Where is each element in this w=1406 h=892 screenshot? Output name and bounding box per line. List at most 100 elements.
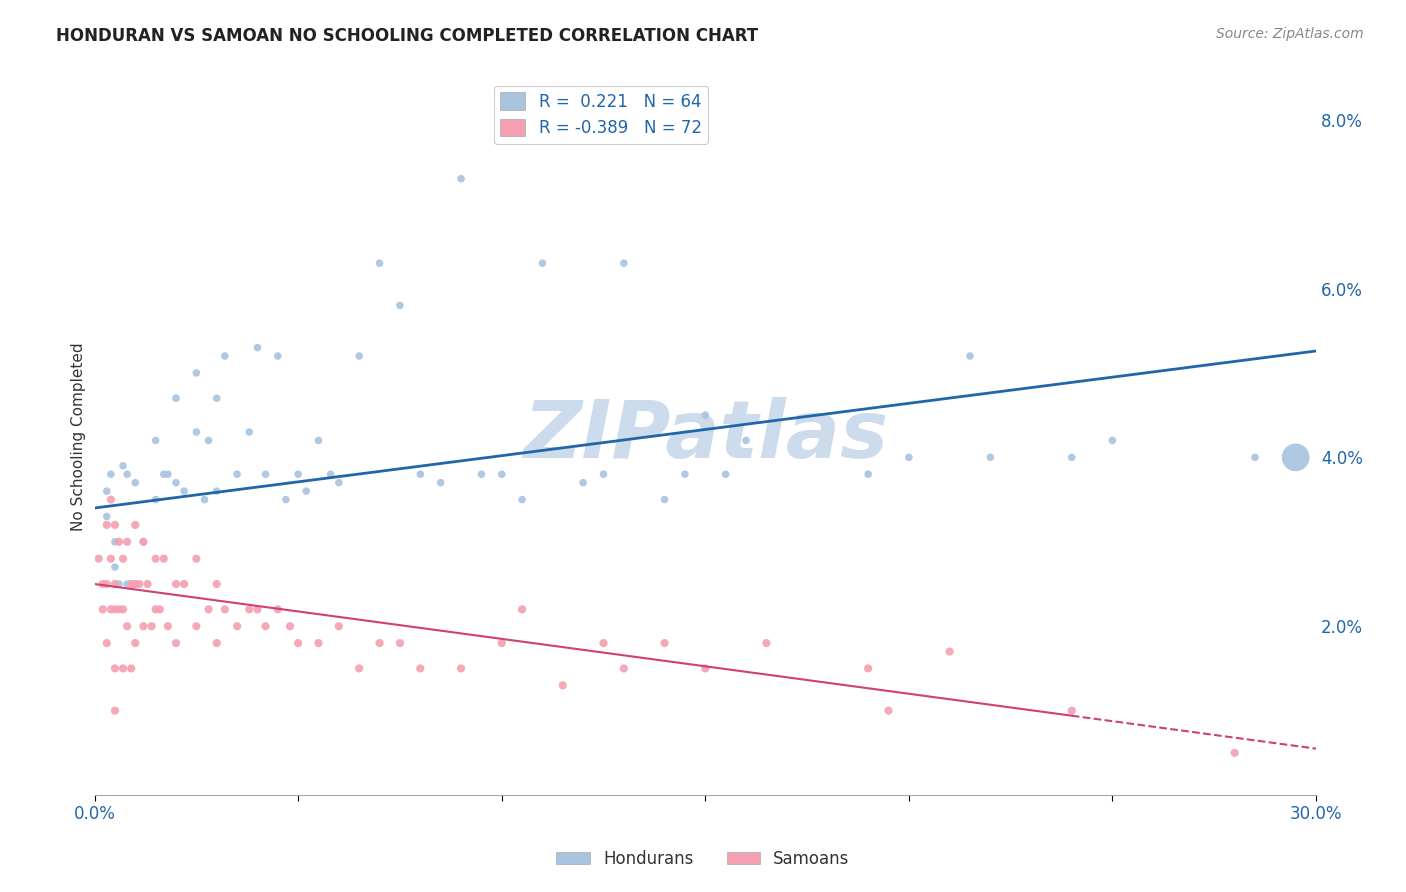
Point (104, 602, 127, 616)
Point (429, 475, 451, 490)
Point (491, 636, 513, 650)
Point (115, 534, 138, 549)
Point (124, 577, 146, 591)
Point (551, 678, 574, 692)
Text: ZIPatlas: ZIPatlas (523, 397, 887, 475)
Point (238, 425, 260, 439)
Point (132, 534, 155, 549)
Point (205, 577, 228, 591)
Point (328, 475, 350, 490)
Point (100, 492, 122, 507)
Point (145, 492, 167, 507)
Point (156, 619, 179, 633)
Point (197, 434, 219, 448)
Point (214, 602, 236, 616)
Point (96, 509, 118, 524)
Point (132, 534, 155, 549)
Point (104, 517, 127, 532)
Point (308, 636, 330, 650)
Point (388, 636, 411, 650)
Point (120, 577, 142, 591)
Point (673, 467, 696, 482)
Point (856, 467, 879, 482)
Point (1285, 450, 1308, 465)
Point (287, 467, 309, 482)
Point (186, 551, 208, 566)
Point (226, 619, 249, 633)
Point (409, 661, 432, 675)
Point (124, 517, 146, 532)
Point (115, 577, 138, 591)
Point (592, 636, 614, 650)
Point (100, 602, 122, 616)
Point (319, 467, 342, 482)
Point (278, 619, 301, 633)
Legend: Hondurans, Samoans: Hondurans, Samoans (550, 844, 856, 875)
Point (695, 661, 717, 675)
Point (152, 467, 174, 482)
Point (96, 484, 118, 499)
Point (128, 577, 150, 591)
Point (510, 602, 533, 616)
Point (877, 704, 900, 718)
Point (938, 644, 960, 658)
Point (186, 425, 208, 439)
Y-axis label: No Schooling Completed: No Schooling Completed (72, 342, 86, 531)
Point (246, 341, 269, 355)
Point (112, 458, 135, 473)
Point (149, 602, 172, 616)
Point (613, 661, 636, 675)
Point (120, 577, 142, 591)
Point (108, 577, 131, 591)
Point (186, 619, 208, 633)
Point (193, 492, 215, 507)
Point (96, 636, 118, 650)
Point (714, 467, 737, 482)
Point (108, 602, 131, 616)
Point (267, 602, 290, 616)
Text: HONDURAN VS SAMOAN NO SCHOOLING COMPLETED CORRELATION CHART: HONDURAN VS SAMOAN NO SCHOOLING COMPLETE… (56, 27, 758, 45)
Point (613, 256, 636, 270)
Point (274, 492, 297, 507)
Point (91, 577, 114, 591)
Point (735, 434, 758, 448)
Point (91, 602, 114, 616)
Point (108, 534, 131, 549)
Point (112, 602, 135, 616)
Point (186, 366, 208, 380)
Point (347, 661, 370, 675)
Point (267, 349, 290, 363)
Point (104, 661, 127, 675)
Point (328, 619, 350, 633)
Point (654, 492, 676, 507)
Point (145, 434, 167, 448)
Point (124, 577, 146, 591)
Point (226, 467, 249, 482)
Point (368, 636, 391, 650)
Point (531, 256, 554, 270)
Point (1101, 434, 1123, 448)
Point (654, 636, 676, 650)
Point (115, 467, 138, 482)
Point (165, 391, 187, 405)
Point (287, 636, 309, 650)
Point (238, 602, 260, 616)
Point (510, 492, 533, 507)
Point (1060, 450, 1083, 465)
Point (368, 256, 391, 270)
Point (205, 391, 228, 405)
Text: Source: ZipAtlas.com: Source: ZipAtlas.com (1216, 27, 1364, 41)
Point (254, 619, 277, 633)
Point (1244, 450, 1267, 465)
Point (136, 577, 159, 591)
Point (695, 408, 717, 422)
Point (132, 619, 155, 633)
Point (388, 298, 411, 312)
Point (145, 602, 167, 616)
Point (173, 577, 195, 591)
Point (112, 661, 135, 675)
Point (856, 661, 879, 675)
Point (141, 619, 163, 633)
Point (115, 619, 138, 633)
Point (156, 467, 179, 482)
